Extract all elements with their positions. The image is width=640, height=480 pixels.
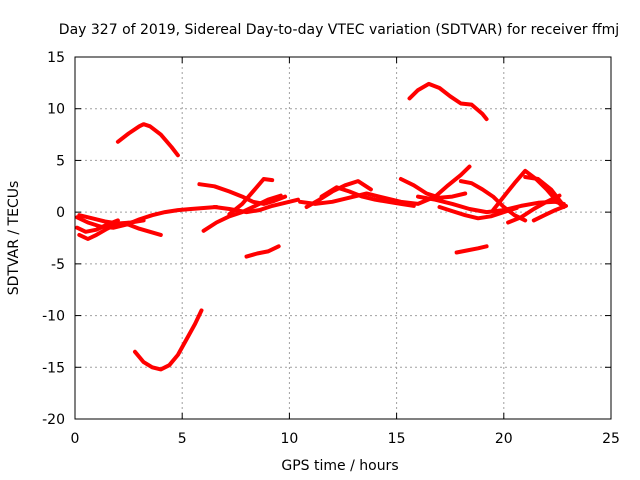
x-tick-label: 20 (495, 431, 513, 447)
y-tick-label: 0 (56, 205, 65, 221)
series-line-track-11 (244, 244, 281, 259)
series-line-track-23 (531, 203, 568, 223)
x-tick-label: 0 (71, 431, 80, 447)
chart-ticks (74, 56, 612, 420)
series-line-track-20 (491, 168, 566, 213)
y-tick-label: -20 (42, 412, 65, 428)
series-line-track-21 (506, 193, 562, 225)
series-line-track-12 (212, 197, 300, 215)
series-line-track-4 (75, 205, 219, 230)
series-line-track-14 (319, 185, 416, 208)
chart-tick-labels: 0 5 10 15 20 25 -20 -15 -10 -5 0 5 10 15 (42, 50, 620, 447)
y-tick-label: -15 (42, 360, 65, 376)
y-tick-label: 15 (47, 50, 65, 66)
x-tick-label: 25 (602, 431, 620, 447)
x-axis-label: GPS time / hours (281, 458, 398, 474)
chart-grid (75, 57, 611, 419)
series-line-track-16 (398, 177, 468, 200)
y-axis-label: SDTVAR / TECUs (6, 181, 22, 296)
x-tick-label: 10 (280, 431, 298, 447)
series-line-track-2 (133, 308, 204, 372)
y-tick-label: -10 (42, 309, 65, 325)
plot-frame (74, 56, 612, 420)
series-line-track-10 (227, 177, 275, 217)
series-line-track-1 (115, 122, 180, 158)
series-line-track-3 (407, 81, 489, 122)
chart-title: Day 327 of 2019, Sidereal Day-to-day VTE… (59, 22, 619, 38)
y-tick-label: 10 (47, 102, 65, 118)
series-line-track-19 (458, 179, 528, 223)
series-line-track-22 (523, 175, 566, 208)
series-line-track-24 (454, 244, 489, 255)
series-line-track-18 (437, 205, 519, 221)
series-line-track-7 (75, 218, 120, 234)
x-tick-label: 5 (178, 431, 187, 447)
y-tick-label: -5 (51, 257, 65, 273)
y-tick-label: 5 (56, 153, 65, 169)
x-tick-label: 15 (388, 431, 406, 447)
chart-series-group (75, 81, 568, 372)
series-line-track-15 (298, 164, 472, 206)
